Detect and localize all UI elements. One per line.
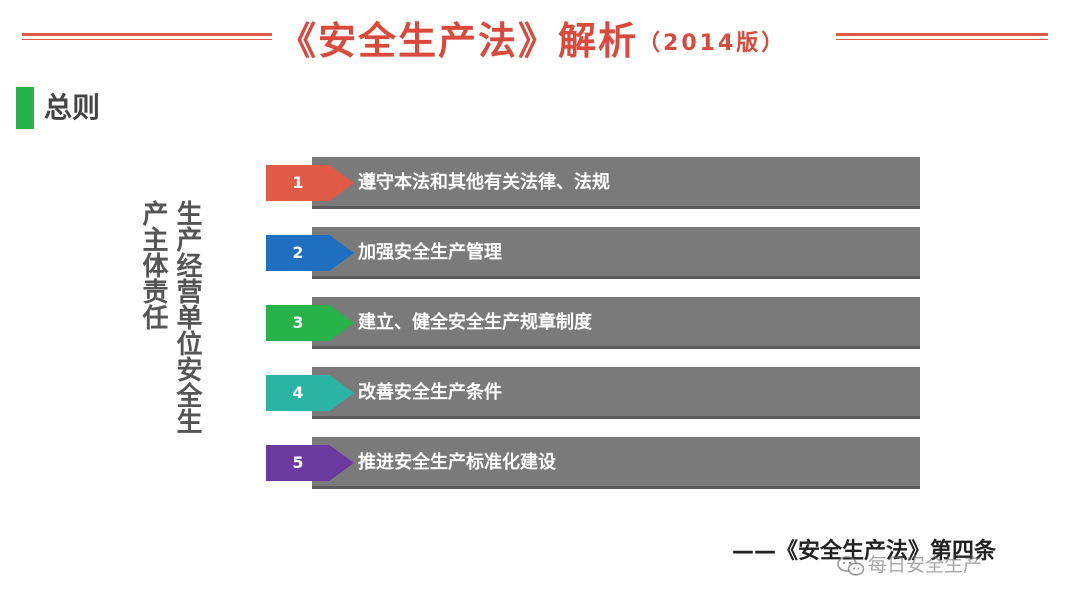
list-item: 5 推进安全生产标准化建设: [266, 437, 920, 489]
item-bar: [312, 297, 920, 349]
title-text: 《安全生产法》解析: [278, 19, 639, 63]
side-label: 生产经营单位安全生产主体责任: [138, 200, 202, 434]
watermark: 每日安全生产: [836, 550, 982, 580]
item-number: 4: [292, 383, 304, 402]
title-year: （2014版）: [638, 31, 787, 56]
list-item: 3 建立、健全安全生产规章制度: [266, 297, 920, 349]
header-rule-right: [836, 33, 1048, 40]
list-item: 4 改善安全生产条件: [266, 367, 920, 419]
page-title: 《安全生产法》解析（2014版）: [278, 10, 838, 65]
item-number: 2: [292, 243, 304, 262]
header-rule-left: [22, 33, 272, 40]
item-number: 3: [292, 313, 304, 332]
list-item: 1 遵守本法和其他有关法律、法规: [266, 157, 920, 209]
item-text: 改善安全生产条件: [358, 382, 502, 403]
item-bar: [312, 157, 920, 209]
source-citation: ——《安全生产法》第四条: [732, 539, 997, 564]
item-text: 加强安全生产管理: [358, 242, 502, 263]
item-number: 1: [292, 173, 304, 192]
section-marker: [16, 87, 34, 129]
item-bar: [312, 367, 920, 419]
item-bar: [312, 437, 920, 489]
list-item: 2 加强安全生产管理: [266, 227, 920, 279]
item-text: 建立、健全安全生产规章制度: [358, 312, 592, 333]
item-text: 遵守本法和其他有关法律、法规: [358, 172, 610, 193]
item-bar: [312, 227, 920, 279]
section-title: 总则: [44, 91, 101, 124]
item-number: 5: [292, 453, 304, 472]
item-text: 推进安全生产标准化建设: [358, 452, 556, 473]
wechat-icon: [837, 555, 865, 576]
watermark-text: 每日安全生产: [868, 554, 983, 576]
